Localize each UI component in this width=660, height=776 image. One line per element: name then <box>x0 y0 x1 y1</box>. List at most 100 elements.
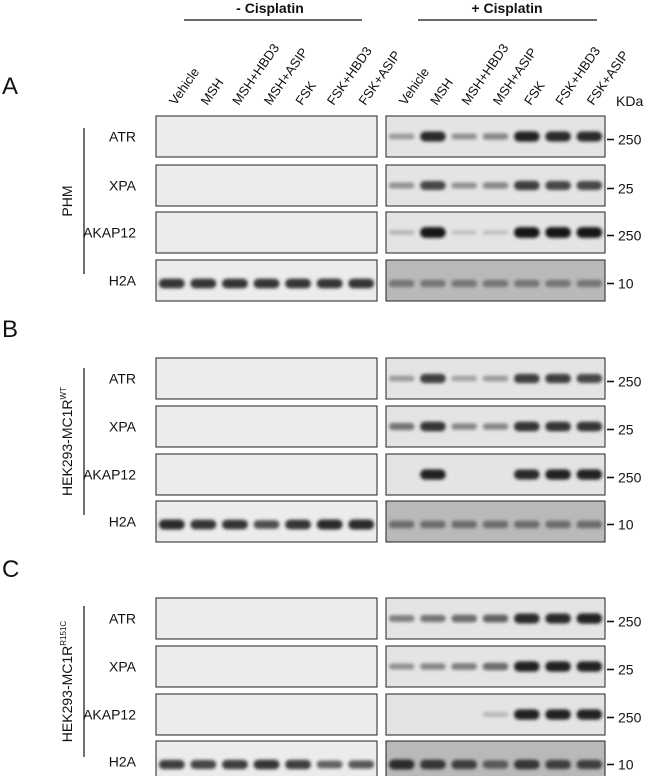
panel-letter: C <box>2 556 19 583</box>
blot-band <box>545 613 571 624</box>
blot-band <box>482 133 509 140</box>
blot-band <box>388 133 415 140</box>
blot-band <box>482 760 509 769</box>
blot-band <box>482 662 509 671</box>
marker-label: 25 <box>618 422 634 438</box>
blot-band <box>576 613 603 624</box>
blot-band <box>316 760 343 769</box>
marker-label: 25 <box>618 662 634 678</box>
blot-band <box>388 663 415 670</box>
blot-band <box>388 182 415 189</box>
marker-label: 250 <box>618 132 642 148</box>
blot-band <box>388 615 415 622</box>
cell-line-label: HEK293-MC1RR151C <box>59 621 75 743</box>
blot-row-akap12: AKAP12 250 <box>83 211 642 254</box>
blot-band <box>388 279 415 288</box>
panel-B: B HEK293-MC1RWT ATR 250 XPA 25 AKAP12 250 H2A 10 <box>2 316 642 543</box>
blot-band <box>420 520 446 529</box>
protein-label: ATR <box>109 129 136 145</box>
blot-band <box>420 227 446 238</box>
marker-label: 250 <box>618 614 642 630</box>
blot-band <box>253 278 280 289</box>
blot-band <box>285 278 312 289</box>
blot-band <box>576 279 603 288</box>
blot-band <box>513 469 540 480</box>
blot-band <box>513 661 540 672</box>
blot-band <box>451 520 478 529</box>
marker-label: 10 <box>618 757 634 773</box>
blot-band <box>451 230 478 235</box>
blot-band <box>545 421 571 432</box>
blot-band <box>576 227 603 238</box>
blot-band <box>545 520 571 529</box>
blot-band <box>545 661 571 672</box>
blot-row-xpa: XPA 25 <box>109 164 634 207</box>
blot-membrane-minus <box>155 211 378 254</box>
blot-band <box>253 520 280 529</box>
blot-membrane-minus <box>155 115 378 158</box>
blot-band <box>451 133 478 140</box>
lane-label-minus-1: MSH <box>198 75 227 107</box>
kda-label: KDa <box>616 93 643 109</box>
blot-band <box>348 519 375 530</box>
blot-band <box>545 709 571 720</box>
blot-membrane-minus <box>155 740 378 776</box>
blot-membrane-plus <box>385 453 606 496</box>
blot-band <box>482 375 509 382</box>
blot-band <box>513 180 540 191</box>
minus-cisplatin-label: - Cisplatin <box>236 0 304 16</box>
blot-band <box>420 469 446 480</box>
blot-membrane-minus <box>155 597 378 640</box>
blot-band <box>482 230 509 235</box>
blot-band <box>316 278 343 289</box>
blot-membrane-minus <box>155 453 378 496</box>
protein-label: XPA <box>109 178 137 194</box>
blot-band <box>451 759 478 770</box>
blot-band <box>451 182 478 189</box>
blot-band <box>513 759 540 770</box>
blot-band <box>348 278 375 289</box>
protein-label: H2A <box>109 754 137 770</box>
blot-band <box>388 375 415 382</box>
blot-band <box>420 421 446 432</box>
blot-band <box>513 373 540 384</box>
panel-letter: B <box>2 316 18 343</box>
blot-membrane-minus <box>155 357 378 400</box>
blot-band <box>451 375 478 382</box>
blot-band <box>513 279 540 288</box>
blot-band <box>482 423 509 430</box>
lane-label-plus-1: MSH <box>427 75 456 107</box>
blot-band <box>221 759 248 770</box>
blot-band <box>420 373 446 384</box>
blot-band <box>576 520 603 529</box>
blot-band <box>513 227 540 238</box>
blot-band <box>420 614 446 623</box>
marker-label: 250 <box>618 374 642 390</box>
lane-label-plus-0: Vehicle <box>396 65 432 108</box>
protein-label: AKAP12 <box>83 707 136 723</box>
blot-band <box>576 661 603 672</box>
blot-band <box>190 278 217 289</box>
blot-band <box>576 709 603 720</box>
protein-label: XPA <box>109 659 137 675</box>
protein-label: ATR <box>109 611 136 627</box>
blot-band <box>545 469 571 480</box>
blot-band <box>482 614 509 623</box>
blot-band <box>388 230 415 235</box>
blot-band <box>285 519 312 530</box>
blot-band <box>545 131 571 142</box>
marker-label: 250 <box>618 710 642 726</box>
blot-band <box>451 663 478 670</box>
blot-band <box>420 131 446 142</box>
blot-band <box>576 131 603 142</box>
blot-band <box>285 759 312 770</box>
blot-membrane-minus <box>155 693 378 736</box>
blot-band <box>221 519 248 530</box>
blot-band <box>482 712 509 717</box>
blot-band <box>545 181 571 190</box>
blot-row-xpa: XPA 25 <box>109 405 634 448</box>
blot-band <box>576 374 603 383</box>
blot-band <box>420 279 446 288</box>
blot-row-h2a: H2A 10 <box>109 259 634 302</box>
